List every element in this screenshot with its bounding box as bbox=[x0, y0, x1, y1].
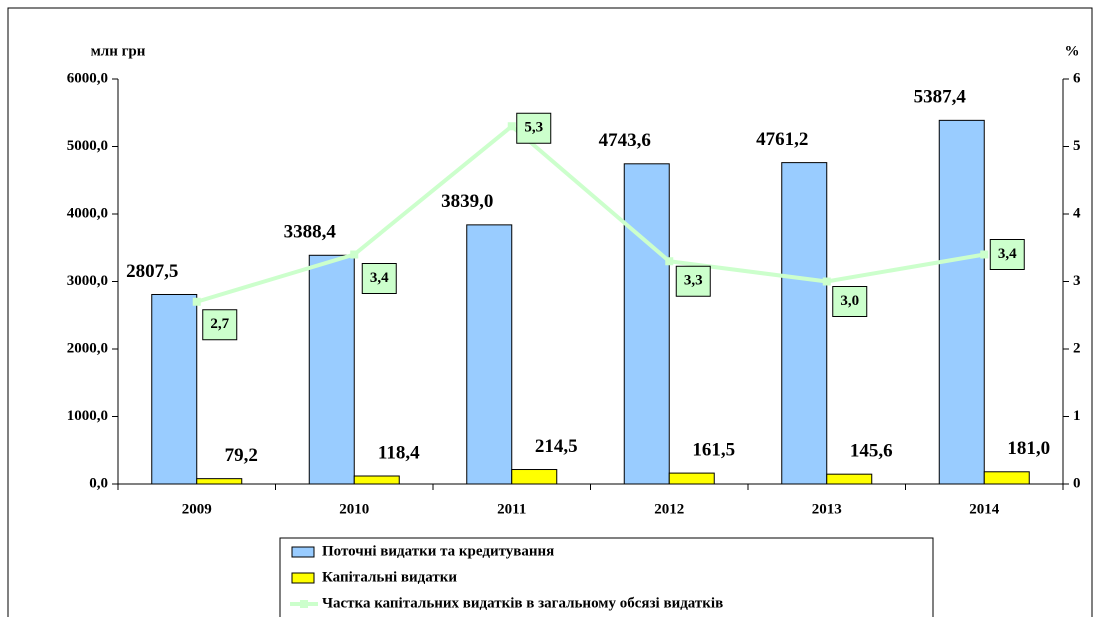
y-tick-label: 0,0 bbox=[89, 475, 108, 491]
bar bbox=[511, 469, 558, 485]
line-marker bbox=[665, 257, 674, 266]
y2-tick-label: 2 bbox=[1073, 340, 1081, 356]
y2-tick-label: 5 bbox=[1073, 138, 1081, 154]
line-label-box bbox=[202, 309, 238, 341]
y-tick-label: 6000,0 bbox=[67, 70, 108, 86]
x-tick-label: 2011 bbox=[497, 501, 526, 517]
bar bbox=[668, 472, 715, 485]
line-marker bbox=[980, 250, 989, 259]
legend-label: Поточні видатки та кредитування bbox=[322, 543, 554, 559]
x-tick-label: 2010 bbox=[339, 501, 369, 517]
bar-value-label: 145,6 bbox=[850, 441, 893, 462]
y2-tick-label: 1 bbox=[1073, 408, 1081, 424]
bar-value-label: 161,5 bbox=[692, 439, 735, 460]
bar-value-label: 118,4 bbox=[378, 442, 420, 463]
bar bbox=[151, 293, 198, 485]
y2-tick-label: 6 bbox=[1073, 70, 1081, 86]
bar-value-label: 4761,2 bbox=[756, 129, 808, 150]
x-tick-label: 2014 bbox=[969, 501, 1000, 517]
y2-axis-label: % bbox=[1065, 43, 1080, 59]
bar-value-label: 214,5 bbox=[535, 436, 578, 457]
y-axis-label: млн грн bbox=[91, 43, 146, 59]
line-value-label: 3,0 bbox=[840, 293, 859, 309]
bar-value-label: 4743,6 bbox=[599, 130, 651, 151]
line-value-label: 3,3 bbox=[684, 273, 703, 289]
bar bbox=[938, 119, 985, 485]
line-label-box bbox=[989, 239, 1025, 270]
line-label-box bbox=[675, 265, 711, 297]
line-label-box bbox=[361, 263, 397, 294]
y-tick-label: 1000,0 bbox=[67, 408, 108, 424]
y-tick-label: 3000,0 bbox=[67, 273, 108, 289]
bar bbox=[196, 478, 243, 485]
legend-label: Капітальні видатки bbox=[322, 569, 457, 585]
bar-value-label: 3839,0 bbox=[441, 191, 493, 212]
line-value-label: 3,4 bbox=[998, 246, 1017, 262]
legend-label: Частка капітальних видатків в загальному… bbox=[322, 595, 723, 611]
legend-swatch bbox=[291, 572, 315, 584]
bar bbox=[308, 254, 355, 485]
y-tick-label: 4000,0 bbox=[67, 205, 108, 221]
bar bbox=[466, 224, 513, 485]
y2-tick-label: 4 bbox=[1073, 205, 1081, 221]
bar bbox=[826, 473, 873, 485]
line-value-label: 3,4 bbox=[370, 270, 389, 286]
line-marker bbox=[350, 250, 359, 259]
y-tick-label: 5000,0 bbox=[67, 138, 108, 154]
y2-tick-label: 0 bbox=[1073, 475, 1081, 491]
frame bbox=[7, 7, 1093, 617]
line-value-label: 2,7 bbox=[210, 316, 229, 332]
bar-value-label: 3388,4 bbox=[284, 222, 337, 243]
bar bbox=[623, 163, 670, 485]
y2-tick-label: 3 bbox=[1073, 273, 1081, 289]
line-label-box bbox=[832, 286, 868, 317]
line-marker bbox=[192, 297, 201, 306]
x-tick-label: 2013 bbox=[812, 501, 842, 517]
legend-swatch-marker bbox=[300, 600, 308, 608]
line bbox=[196, 123, 985, 304]
line-label-box bbox=[516, 112, 552, 144]
bar-value-label: 2807,5 bbox=[126, 261, 178, 282]
legend bbox=[279, 537, 934, 617]
bar bbox=[983, 471, 1030, 485]
bar bbox=[353, 475, 400, 485]
line-value-label: 5,3 bbox=[524, 120, 543, 136]
bar-value-label: 79,2 bbox=[225, 445, 258, 466]
line-marker bbox=[822, 277, 831, 286]
y-tick-label: 2000,0 bbox=[67, 340, 108, 356]
bar bbox=[781, 162, 828, 485]
legend-swatch bbox=[291, 546, 315, 558]
bar-value-label: 5387,4 bbox=[914, 87, 967, 108]
bar-value-label: 181,0 bbox=[1007, 438, 1050, 459]
x-tick-label: 2012 bbox=[654, 501, 684, 517]
line-marker bbox=[507, 122, 516, 131]
x-tick-label: 2009 bbox=[182, 501, 212, 517]
